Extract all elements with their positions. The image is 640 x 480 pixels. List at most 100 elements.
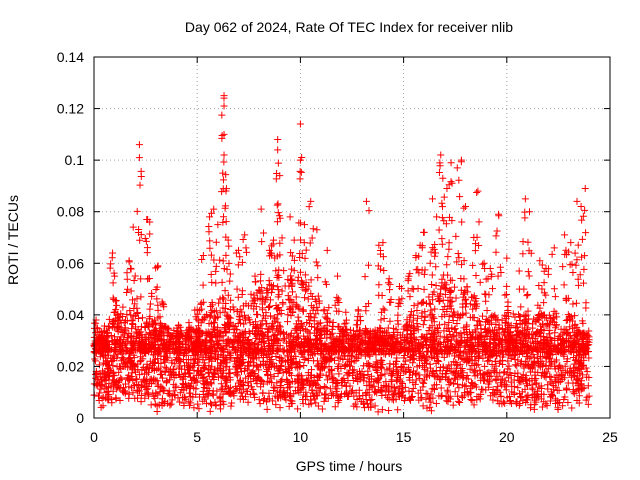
data-point xyxy=(420,376,428,384)
data-point xyxy=(480,338,488,346)
data-point xyxy=(277,377,285,385)
data-point xyxy=(269,322,277,330)
data-point xyxy=(252,362,260,370)
data-point xyxy=(105,324,113,332)
data-point xyxy=(416,374,424,382)
data-point xyxy=(216,309,224,317)
data-point xyxy=(268,288,276,296)
data-point xyxy=(475,241,483,249)
data-point xyxy=(212,279,220,287)
data-point xyxy=(546,334,554,342)
data-point xyxy=(458,354,466,362)
data-point xyxy=(505,346,513,354)
data-point xyxy=(514,328,522,336)
data-point xyxy=(428,195,436,203)
data-point xyxy=(263,405,271,413)
data-point xyxy=(551,293,559,301)
data-point xyxy=(274,311,282,319)
data-point xyxy=(443,185,451,193)
data-point xyxy=(494,387,502,395)
data-point xyxy=(481,326,489,334)
data-point xyxy=(528,363,536,371)
data-point xyxy=(559,366,567,374)
data-point xyxy=(378,364,386,372)
data-point xyxy=(297,219,305,227)
data-point xyxy=(290,256,298,264)
data-point xyxy=(382,391,390,399)
data-point xyxy=(498,381,506,389)
data-point xyxy=(258,296,266,304)
data-point xyxy=(259,380,267,388)
data-point xyxy=(585,333,593,341)
data-point xyxy=(95,396,103,404)
data-point xyxy=(450,325,458,333)
data-point xyxy=(143,376,151,384)
data-point xyxy=(197,319,205,327)
data-point xyxy=(99,402,107,410)
data-point xyxy=(127,265,135,273)
data-point xyxy=(506,369,514,377)
data-point xyxy=(315,320,323,328)
data-point xyxy=(370,348,378,356)
data-point xyxy=(276,404,284,412)
data-point xyxy=(299,307,307,315)
x-tick-label: 15 xyxy=(396,429,412,445)
data-point xyxy=(420,285,428,293)
data-point xyxy=(227,314,235,322)
data-point xyxy=(250,291,258,299)
data-point xyxy=(454,249,462,257)
data-point xyxy=(323,309,331,317)
data-point xyxy=(227,296,235,304)
data-point xyxy=(190,366,198,374)
data-point xyxy=(362,325,370,333)
data-point xyxy=(383,340,391,348)
data-point xyxy=(323,314,331,322)
data-point xyxy=(571,333,579,341)
data-point xyxy=(166,344,174,352)
data-point xyxy=(148,365,156,373)
data-point xyxy=(285,296,293,304)
data-point xyxy=(406,293,414,301)
data-point xyxy=(551,373,559,381)
data-point xyxy=(285,295,293,303)
data-point xyxy=(230,306,238,314)
data-point xyxy=(398,331,406,339)
data-point xyxy=(294,405,302,413)
data-point xyxy=(549,342,557,350)
data-point xyxy=(328,374,336,382)
data-point xyxy=(205,222,213,230)
data-point xyxy=(534,358,542,366)
data-point xyxy=(561,362,569,370)
data-point xyxy=(427,398,435,406)
data-point xyxy=(191,306,199,314)
data-point xyxy=(223,265,231,273)
data-point xyxy=(415,371,423,379)
data-point xyxy=(111,339,119,347)
data-point xyxy=(163,399,171,407)
data-point xyxy=(504,320,512,328)
data-point xyxy=(97,376,105,384)
data-point xyxy=(270,372,278,380)
data-point xyxy=(516,347,524,355)
data-point xyxy=(136,236,144,244)
data-point xyxy=(296,156,304,164)
data-point xyxy=(379,361,387,369)
data-point xyxy=(388,376,396,384)
data-point xyxy=(426,300,434,308)
data-point xyxy=(137,391,145,399)
data-point xyxy=(96,381,104,389)
data-point xyxy=(474,187,482,195)
data-point xyxy=(322,390,330,398)
data-point xyxy=(258,238,266,246)
data-point xyxy=(253,310,261,318)
data-point xyxy=(397,339,405,347)
data-point xyxy=(310,314,318,322)
data-point xyxy=(535,281,543,289)
data-point xyxy=(530,315,538,323)
data-point xyxy=(339,333,347,341)
data-point xyxy=(420,351,428,359)
data-point xyxy=(110,320,118,328)
data-point xyxy=(170,348,178,356)
data-point xyxy=(320,382,328,390)
data-point xyxy=(484,275,492,283)
